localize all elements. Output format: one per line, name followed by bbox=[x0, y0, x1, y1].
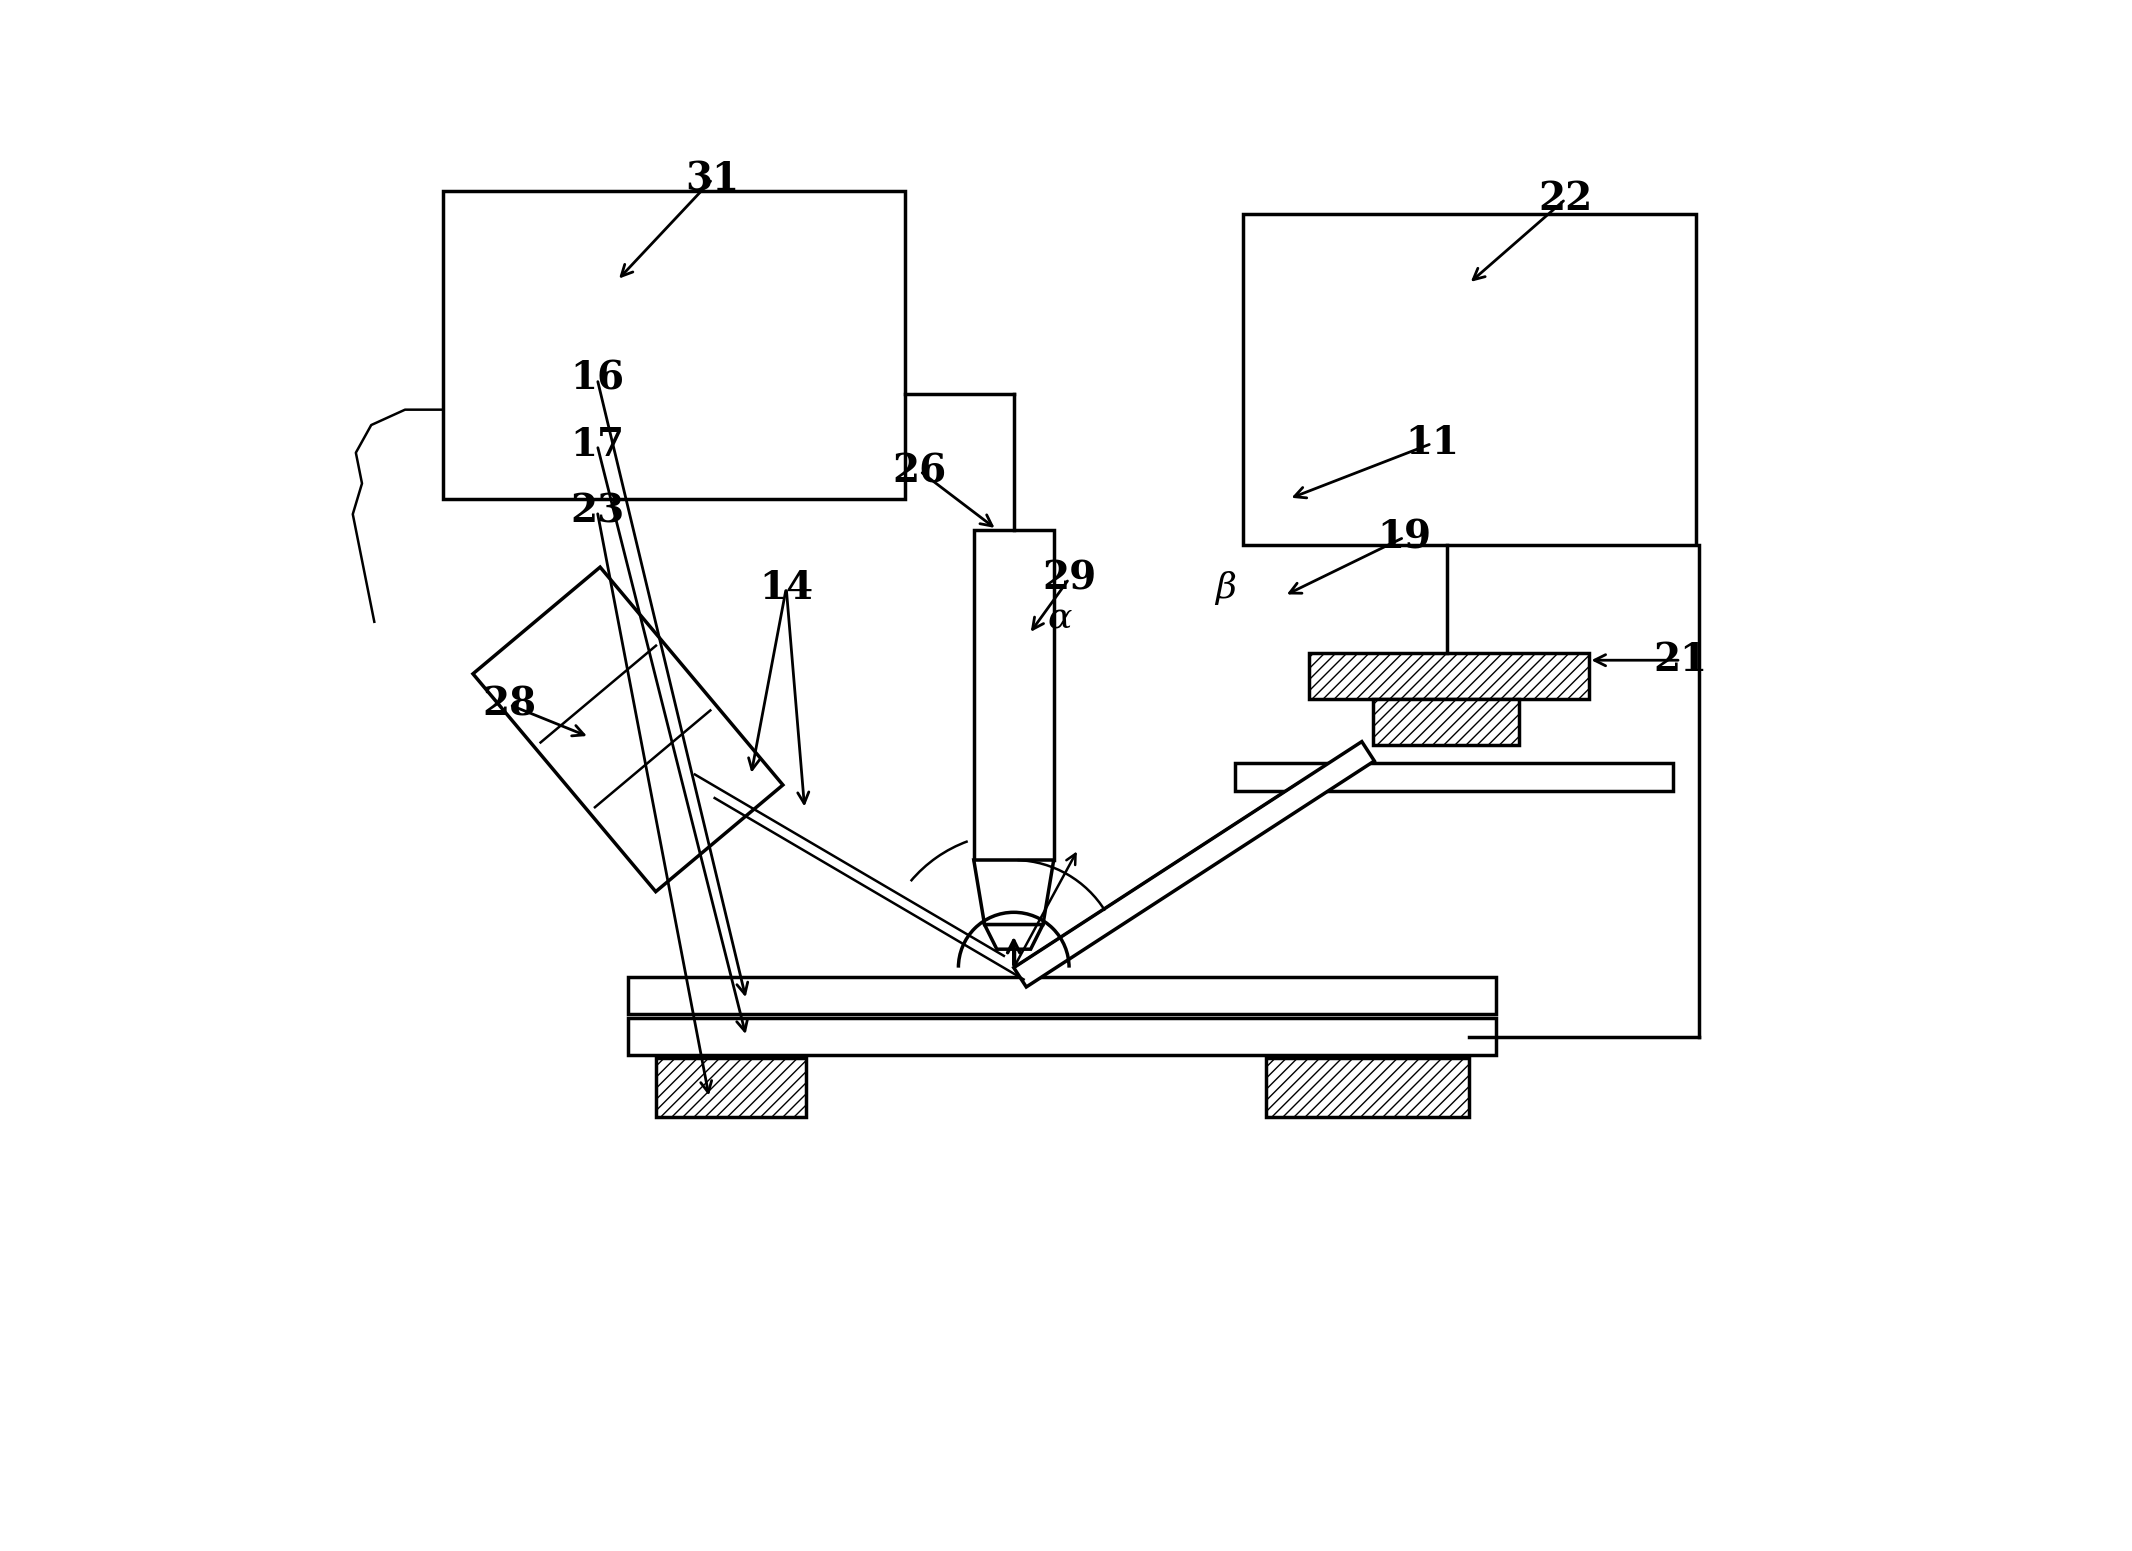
Polygon shape bbox=[657, 1058, 806, 1117]
Polygon shape bbox=[1373, 698, 1520, 744]
Polygon shape bbox=[1013, 741, 1375, 986]
Polygon shape bbox=[1234, 763, 1674, 791]
Polygon shape bbox=[629, 977, 1497, 1014]
Text: 22: 22 bbox=[1539, 180, 1593, 219]
Polygon shape bbox=[473, 568, 782, 892]
Text: β: β bbox=[1215, 571, 1237, 605]
Text: 21: 21 bbox=[1654, 641, 1708, 679]
Polygon shape bbox=[1266, 1058, 1469, 1117]
Polygon shape bbox=[974, 861, 1053, 924]
Text: 14: 14 bbox=[759, 569, 812, 606]
Text: 31: 31 bbox=[684, 160, 740, 199]
Text: 16: 16 bbox=[569, 360, 625, 399]
Text: 29: 29 bbox=[1043, 560, 1096, 597]
Polygon shape bbox=[443, 191, 904, 499]
Polygon shape bbox=[1309, 653, 1588, 698]
Text: 26: 26 bbox=[893, 453, 947, 490]
Polygon shape bbox=[985, 924, 1043, 949]
Polygon shape bbox=[974, 529, 1053, 861]
Text: 23: 23 bbox=[569, 492, 625, 530]
Polygon shape bbox=[1243, 214, 1697, 544]
Text: 11: 11 bbox=[1405, 425, 1458, 462]
Text: 17: 17 bbox=[569, 427, 625, 464]
Text: 28: 28 bbox=[482, 686, 537, 724]
Polygon shape bbox=[629, 1019, 1497, 1055]
Text: 19: 19 bbox=[1377, 518, 1431, 557]
Text: α: α bbox=[1047, 602, 1072, 636]
